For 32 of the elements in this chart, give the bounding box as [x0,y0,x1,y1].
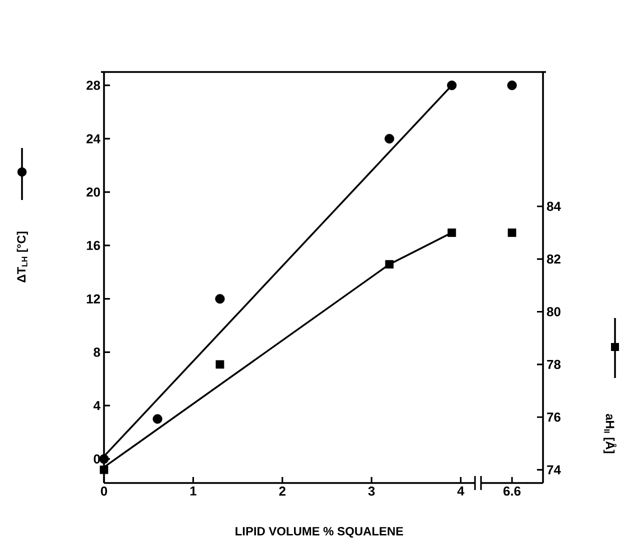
point [215,294,225,304]
y-tick-label: 12 [86,294,100,304]
x-tick-label: 4 [457,486,464,496]
point [100,466,108,474]
y-tick-label: 0 [94,454,100,464]
point [152,414,162,424]
y-tick-label: 4 [93,401,100,410]
x-tick-label: 6.6 [503,486,521,496]
point [448,228,456,237]
y-tick-label: 28 [86,80,100,90]
y2-tick-label: 76 [547,412,560,422]
point [385,260,394,269]
y2-tick-label: 84 [546,202,561,211]
x-tick-label: 1 [190,486,196,496]
y2-tick-label: 74 [547,465,561,474]
point [216,360,224,369]
y2-tick-label: 78 [547,360,561,370]
y-tick-label: 16 [86,240,100,250]
x-tick-label: 2 [279,486,286,496]
point [99,454,109,464]
x-axis-title: LIPID VOLUME % SQUALENE [236,526,404,538]
y-tick-label: 8 [94,348,100,357]
y-axis-title: ΔT$_{LH}$ [°C] [16,232,28,282]
point [447,80,457,90]
y2-tick-label: 80 [546,307,560,316]
y-tick-label: 20 [86,188,100,197]
x-tick-label: 3 [368,486,375,496]
y-tick-label: 24 [86,134,100,144]
x-tick-label: 0 [100,486,108,496]
y2-axis-title: aH$_{II}$ [Å] [603,414,616,454]
y2-tick-label: 82 [546,254,560,264]
point [384,134,394,144]
